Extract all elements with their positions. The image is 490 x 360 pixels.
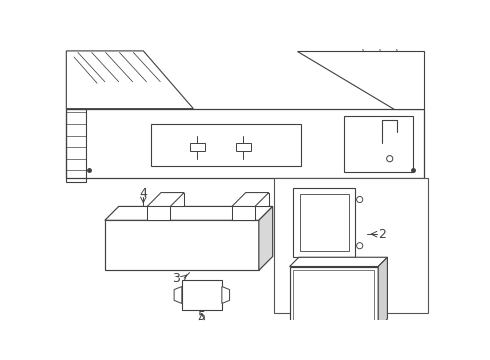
Polygon shape [66,51,194,109]
Text: 3: 3 [172,271,180,284]
Polygon shape [161,193,184,206]
Polygon shape [259,206,273,270]
Polygon shape [232,206,255,220]
Polygon shape [147,193,184,206]
Polygon shape [66,109,424,178]
Bar [300,194,349,251]
Bar [294,188,355,257]
Bar [290,266,378,328]
Polygon shape [147,206,171,220]
Polygon shape [222,287,229,303]
Polygon shape [290,257,388,266]
Polygon shape [190,143,205,151]
Text: 4: 4 [139,187,147,200]
Bar [105,220,259,270]
Polygon shape [297,51,424,109]
Polygon shape [378,257,388,328]
Bar [182,280,222,310]
Text: 5: 5 [198,310,206,323]
Bar [66,109,86,182]
Text: 1: 1 [330,310,338,323]
Bar [343,116,413,172]
Polygon shape [174,287,182,303]
Bar [274,178,428,313]
Text: 2: 2 [378,228,386,240]
Polygon shape [105,206,273,220]
Bar [151,124,301,166]
Polygon shape [245,193,269,206]
Polygon shape [236,143,251,151]
Polygon shape [232,193,269,206]
Bar [294,270,374,324]
